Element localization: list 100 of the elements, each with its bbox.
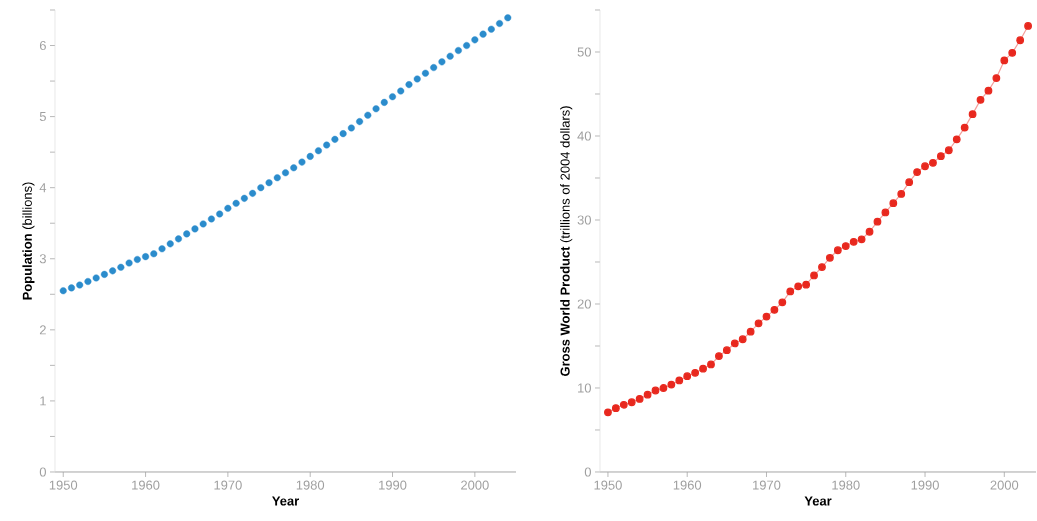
x-axis-title: Year bbox=[804, 496, 832, 506]
x-tick-label: 1980 bbox=[832, 480, 860, 490]
point bbox=[604, 408, 612, 417]
point bbox=[738, 335, 747, 344]
point bbox=[770, 305, 779, 314]
point bbox=[715, 352, 723, 360]
point bbox=[504, 14, 512, 22]
y-tick-label: 0 bbox=[39, 467, 46, 477]
point bbox=[282, 169, 290, 177]
point bbox=[762, 312, 771, 321]
point bbox=[683, 372, 692, 381]
point bbox=[968, 110, 977, 119]
y-tick-label: 30 bbox=[577, 215, 591, 225]
point bbox=[921, 162, 929, 171]
point bbox=[405, 81, 413, 89]
point bbox=[339, 130, 347, 138]
point bbox=[905, 178, 914, 187]
point bbox=[306, 152, 314, 160]
point bbox=[691, 368, 700, 377]
point bbox=[397, 87, 405, 95]
point bbox=[496, 20, 504, 27]
point bbox=[249, 189, 257, 197]
point bbox=[142, 253, 150, 261]
point bbox=[833, 246, 842, 255]
point bbox=[150, 250, 158, 258]
point bbox=[651, 386, 660, 395]
point bbox=[100, 270, 108, 278]
point bbox=[873, 217, 882, 226]
point bbox=[841, 242, 850, 250]
point bbox=[849, 237, 858, 246]
y-tick-label: 10 bbox=[578, 383, 591, 393]
point bbox=[936, 152, 945, 161]
point bbox=[929, 158, 937, 167]
point bbox=[133, 255, 141, 263]
y-tick-label: 2 bbox=[39, 325, 46, 335]
point bbox=[1000, 56, 1009, 65]
point bbox=[675, 376, 684, 385]
point bbox=[380, 98, 388, 106]
point bbox=[889, 199, 898, 208]
point bbox=[430, 64, 438, 72]
point bbox=[754, 319, 763, 328]
point bbox=[290, 164, 298, 172]
point bbox=[952, 135, 961, 144]
point bbox=[992, 74, 1001, 82]
point bbox=[960, 123, 969, 132]
point bbox=[109, 267, 117, 275]
point bbox=[635, 395, 644, 403]
x-tick-label: 1970 bbox=[214, 480, 242, 490]
point bbox=[347, 124, 355, 132]
x-tick-label: 2000 bbox=[990, 480, 1019, 490]
point bbox=[794, 282, 803, 291]
point bbox=[611, 404, 620, 413]
point bbox=[643, 390, 652, 399]
y-axis-title: Population (billions) bbox=[22, 182, 35, 300]
point bbox=[487, 25, 495, 33]
y-axis-title: Gross World Product (trillions of 2004 dollars) bbox=[560, 106, 573, 376]
point bbox=[158, 245, 166, 253]
y-tick-label: 3 bbox=[39, 254, 46, 264]
y-tick-label: 4 bbox=[39, 183, 47, 193]
point bbox=[84, 278, 92, 285]
point bbox=[786, 287, 795, 296]
point bbox=[479, 30, 487, 38]
point bbox=[183, 230, 191, 238]
x-tick-label: 1990 bbox=[379, 480, 407, 490]
y-tick-label: 5 bbox=[39, 112, 46, 122]
y-tick-label: 20 bbox=[577, 299, 591, 309]
point bbox=[372, 105, 380, 113]
point bbox=[240, 194, 248, 202]
point bbox=[463, 42, 471, 50]
point bbox=[389, 93, 397, 101]
point bbox=[76, 281, 84, 289]
x-tick-label: 1980 bbox=[296, 480, 325, 490]
point bbox=[117, 263, 125, 271]
point bbox=[913, 168, 921, 177]
point bbox=[730, 339, 739, 348]
point bbox=[1024, 22, 1032, 30]
point bbox=[356, 118, 364, 126]
point bbox=[273, 174, 281, 182]
point bbox=[224, 204, 232, 212]
y-tick-label: 6 bbox=[39, 40, 46, 51]
point bbox=[667, 380, 676, 389]
point bbox=[67, 284, 75, 292]
point bbox=[944, 146, 953, 155]
x-tick-label: 2000 bbox=[461, 480, 489, 490]
point bbox=[421, 69, 429, 77]
point bbox=[818, 263, 826, 271]
point bbox=[92, 274, 100, 282]
x-tick-label: 1960 bbox=[132, 480, 160, 490]
point bbox=[257, 184, 265, 192]
point bbox=[619, 400, 628, 409]
point bbox=[59, 287, 67, 295]
point bbox=[881, 208, 890, 217]
point bbox=[207, 215, 215, 223]
x-tick-label: 1960 bbox=[673, 480, 702, 490]
point bbox=[199, 220, 207, 228]
point bbox=[454, 47, 462, 54]
point bbox=[364, 111, 372, 119]
point bbox=[265, 179, 273, 187]
point bbox=[976, 95, 985, 104]
point bbox=[802, 280, 811, 289]
